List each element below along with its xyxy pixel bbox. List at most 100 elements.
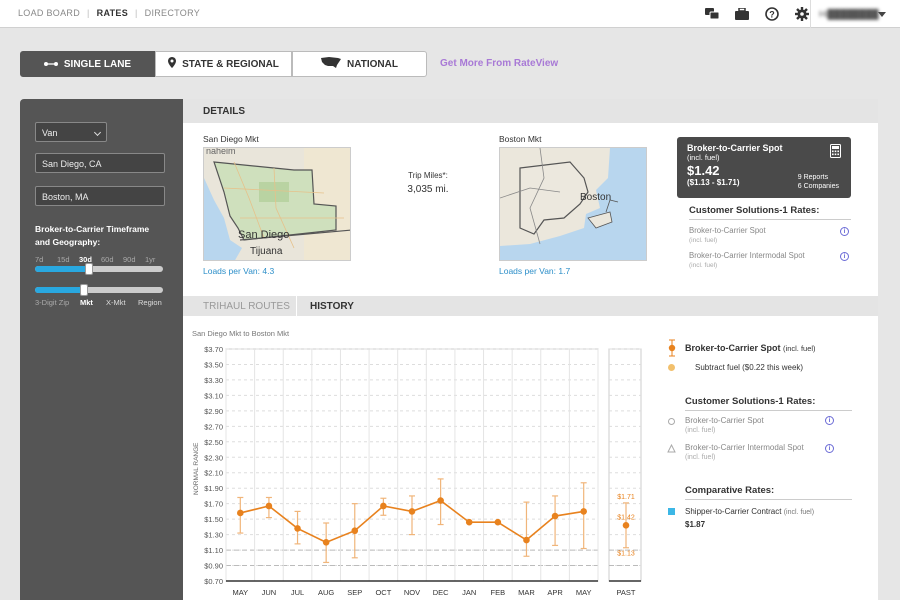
customer-rate-label: Broker-to-Carrier Intermodal Spot bbox=[689, 251, 805, 260]
help-icon[interactable]: ? bbox=[764, 6, 780, 22]
tick-7d[interactable]: 7d bbox=[35, 255, 44, 264]
details-header: DETAILS bbox=[183, 99, 878, 123]
legend-cs-label: Broker-to-Carrier Spot bbox=[685, 416, 764, 425]
tab-single-lane-label: SINGLE LANE bbox=[63, 58, 132, 70]
y-tick-label: $0.90 bbox=[204, 562, 223, 571]
nav-directory[interactable]: DIRECTORY bbox=[144, 8, 201, 18]
tick-mkt[interactable]: Mkt bbox=[80, 298, 93, 307]
gear-icon[interactable] bbox=[794, 6, 810, 22]
x-tick-label: SEP bbox=[347, 588, 362, 597]
y-tick-label: $1.90 bbox=[204, 484, 223, 493]
trip-miles-label: Trip Miles*: bbox=[408, 171, 448, 180]
tick-15d[interactable]: 15d bbox=[57, 255, 70, 264]
circle-outline-icon bbox=[668, 418, 675, 425]
timeframe-slider[interactable] bbox=[35, 263, 163, 275]
y-tick-label: $1.70 bbox=[204, 500, 223, 509]
legend-contract[interactable]: Shipper-to-Carrier Contract (incl. fuel)… bbox=[685, 506, 814, 531]
x-tick-label: AUG bbox=[318, 588, 334, 597]
briefcase-icon[interactable] bbox=[734, 6, 750, 22]
legend-cs-item[interactable]: Broker-to-Carrier Spot (incl. fuel) bbox=[685, 416, 764, 436]
y-tick-label: $2.90 bbox=[204, 407, 223, 416]
legend-subtract-fuel[interactable]: Subtract fuel ($0.22 this week) bbox=[695, 363, 804, 372]
calculator-icon[interactable] bbox=[830, 144, 841, 163]
tick-x-mkt[interactable]: X-Mkt bbox=[106, 298, 126, 307]
y-tick-label: $2.30 bbox=[204, 453, 223, 462]
trip-miles-value: 3,035 mi. bbox=[407, 184, 449, 195]
past-data-label: $1.71 bbox=[617, 494, 635, 501]
origin-market-name: San Diego Mkt bbox=[203, 134, 259, 144]
customer-rate-item[interactable]: Broker-to-Carrier Intermodal Spot (incl.… bbox=[689, 251, 805, 271]
dest-loads-per-van: Loads per Van: 1.7 bbox=[499, 266, 571, 276]
mode-tabs: SINGLE LANE STATE & REGIONAL NATIONAL bbox=[20, 51, 427, 77]
legend-cs-item[interactable]: Broker-to-Carrier Intermodal Spot (incl.… bbox=[685, 443, 804, 463]
tick-1yr[interactable]: 1yr bbox=[145, 255, 156, 264]
equipment-select[interactable]: Van bbox=[35, 122, 107, 142]
x-tick-label: OCT bbox=[375, 588, 391, 597]
geography-slider[interactable] bbox=[35, 284, 163, 296]
top-bar: LOAD BOARD | RATES | DIRECTORY ? Hi████████ bbox=[0, 0, 900, 28]
origin-map[interactable]: San Diego Tijuana naheim bbox=[203, 147, 351, 261]
info-icon[interactable]: i bbox=[825, 444, 834, 453]
x-tick-label: JUN bbox=[262, 588, 277, 597]
data-point bbox=[351, 527, 359, 535]
x-tick-label: MAR bbox=[518, 588, 535, 597]
nav-load-board[interactable]: LOAD BOARD bbox=[18, 8, 81, 18]
origin-field[interactable]: San Diego, CA bbox=[35, 153, 165, 173]
y-tick-label: $2.50 bbox=[204, 438, 223, 447]
equipment-value: Van bbox=[42, 128, 58, 138]
legend-spot[interactable]: Broker-to-Carrier Spot (incl. fuel) bbox=[685, 343, 816, 353]
tab-single-lane[interactable]: SINGLE LANE bbox=[20, 51, 155, 77]
chart-title: San Diego Mkt to Boston Mkt bbox=[192, 329, 290, 338]
customer-rate-sub: (incl. fuel) bbox=[689, 237, 718, 244]
tab-trihaul-routes[interactable]: TRIHAUL ROUTES bbox=[203, 301, 290, 312]
tab-history[interactable]: HISTORY bbox=[310, 301, 354, 312]
info-icon[interactable]: i bbox=[840, 227, 849, 236]
plot-area bbox=[225, 348, 599, 582]
tick-90d[interactable]: 90d bbox=[123, 255, 136, 264]
dest-map[interactable]: Boston bbox=[499, 147, 647, 261]
info-icon[interactable]: i bbox=[840, 252, 849, 261]
contract-legend-marker bbox=[668, 508, 675, 515]
y-tick-label: $2.10 bbox=[204, 469, 223, 478]
customer-rate-sub: (incl. fuel) bbox=[689, 262, 718, 269]
geography-slider-fill bbox=[35, 287, 84, 293]
timeframe-slider-handle[interactable] bbox=[84, 263, 93, 275]
destination-field[interactable]: Boston, MA bbox=[35, 186, 165, 206]
tick-3-digit-zip[interactable]: 3-Digit Zip bbox=[35, 298, 70, 307]
info-icon[interactable]: i bbox=[825, 416, 834, 425]
past-data-label: $1.13 bbox=[617, 551, 635, 558]
top-icons: ? bbox=[704, 6, 810, 22]
arrows-horizontal-icon bbox=[43, 59, 58, 70]
nav-rates[interactable]: RATES bbox=[96, 8, 128, 18]
messages-icon[interactable] bbox=[704, 6, 720, 22]
tick-30d[interactable]: 30d bbox=[79, 255, 92, 264]
origin-loads-per-van: Loads per Van: 4.3 bbox=[203, 266, 275, 276]
user-menu[interactable]: Hi████████ bbox=[810, 0, 890, 28]
timeframe-slider-fill bbox=[35, 266, 89, 272]
data-point bbox=[580, 508, 587, 515]
legend-contract-sub: (incl. fuel) bbox=[783, 509, 815, 516]
geography-slider-handle[interactable] bbox=[79, 284, 88, 296]
data-point bbox=[408, 508, 416, 515]
data-point bbox=[551, 512, 559, 520]
tick-60d[interactable]: 60d bbox=[101, 255, 114, 264]
search-panel: Van San Diego, CA Boston, MA Broker-to-C… bbox=[20, 99, 183, 600]
spot-rate-value: $1.42 bbox=[687, 163, 720, 178]
x-tick-label: JAN bbox=[462, 588, 476, 597]
tick-region[interactable]: Region bbox=[138, 298, 162, 307]
timeframe-ticks: 7d 15d 30d 60d 90d 1yr bbox=[35, 255, 165, 264]
triangle-outline-icon bbox=[667, 444, 676, 453]
y-tick-label: $3.30 bbox=[204, 376, 223, 385]
tab-national-label: NATIONAL bbox=[347, 58, 398, 70]
svg-text:?: ? bbox=[769, 10, 775, 20]
x-tick-label: PAST bbox=[616, 588, 635, 597]
customer-rate-item[interactable]: Broker-to-Carrier Spot (incl. fuel) bbox=[689, 226, 766, 246]
user-name: Hi████████ bbox=[819, 9, 879, 19]
rateview-link[interactable]: Get More From RateView bbox=[440, 58, 559, 69]
legend-cs-sub: (incl. fuel) bbox=[685, 454, 716, 461]
tab-national[interactable]: NATIONAL bbox=[292, 51, 427, 77]
tab-state-regional[interactable]: STATE & REGIONAL bbox=[155, 51, 292, 77]
x-tick-label: MAY bbox=[232, 588, 248, 597]
x-tick-label: NOV bbox=[404, 588, 420, 597]
map-label-san-diego: San Diego bbox=[238, 229, 289, 241]
